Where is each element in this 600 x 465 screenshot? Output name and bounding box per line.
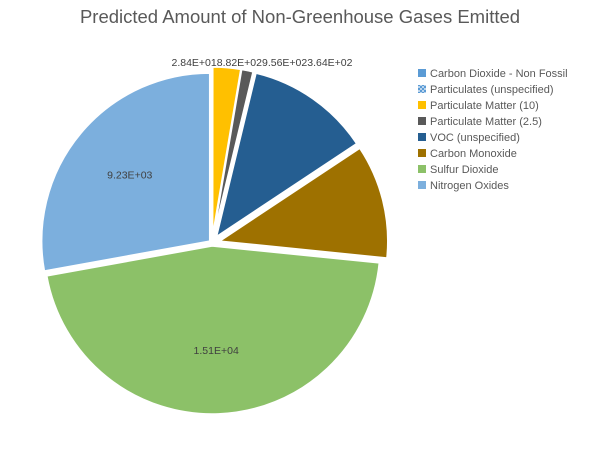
legend-swatch-particulate-matter-10 [418, 101, 426, 109]
pie-slices [40, 66, 389, 415]
legend-label-voc-unspecified: VOC (unspecified) [430, 132, 520, 144]
legend: Carbon Dioxide - Non Fossil Particulates … [418, 68, 568, 192]
legend-swatch-nitrogen-oxides [418, 181, 426, 189]
legend-label-particulate-matter-2-5: Particulate Matter (2.5) [430, 116, 542, 128]
data-label-sulfur-dioxide: 1.51E+04 [194, 345, 239, 357]
data-label-nitrogen-oxides: 9.23E+03 [107, 169, 152, 181]
legend-swatch-voc-unspecified [418, 133, 426, 141]
legend-label-sulfur-dioxide: Sulfur Dioxide [430, 164, 498, 176]
chart-title: Predicted Amount of Non-Greenhouse Gases… [80, 6, 520, 27]
legend-label-nitrogen-oxides: Nitrogen Oxides [430, 180, 509, 192]
legend-label-carbon-dioxide-non-fossil: Carbon Dioxide - Non Fossil [430, 68, 568, 80]
legend-label-particulates-unspecified: Particulates (unspecified) [430, 84, 554, 96]
pie-slice-particulate-matter-10 [211, 66, 242, 236]
pie-slice-voc-unspecified [215, 72, 358, 239]
legend-swatch-carbon-dioxide-non-fossil [418, 69, 426, 77]
pie-slice-particulate-matter-2-5 [212, 68, 254, 236]
legend-swatch-particulates-unspecified [418, 85, 426, 93]
pie-slice-carbon-monoxide [217, 147, 389, 259]
legend-swatch-carbon-monoxide [418, 149, 426, 157]
pie-slice-nitrogen-oxides [40, 72, 211, 272]
pie-slice-sulfur-dioxide [45, 245, 381, 415]
callout-label-strip: 2.84E+018.82E+029.56E+023.64E+02 [171, 57, 352, 69]
legend-label-particulate-matter-10: Particulate Matter (10) [430, 100, 539, 112]
legend-swatch-sulfur-dioxide [418, 165, 426, 173]
data-labels: 2.84E+018.82E+029.56E+023.64E+02 1.51E+0… [107, 57, 353, 357]
legend-swatch-particulate-matter-2-5 [418, 117, 426, 125]
legend-label-carbon-monoxide: Carbon Monoxide [430, 148, 517, 160]
